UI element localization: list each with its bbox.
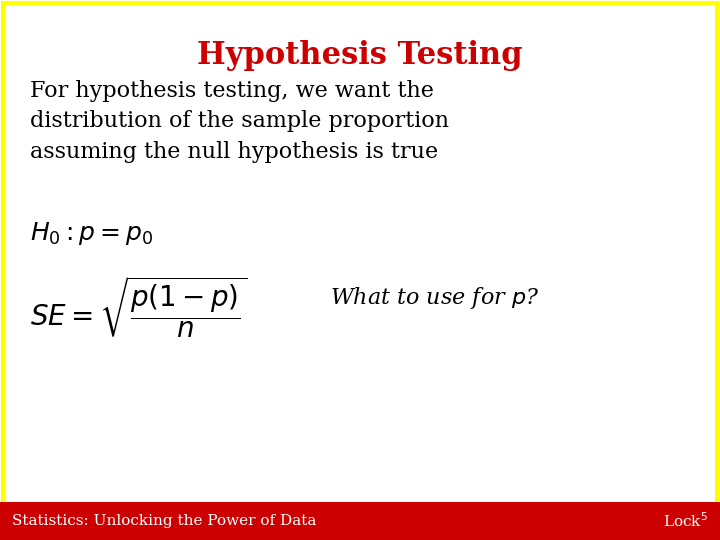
Text: What to use for $p$?: What to use for $p$? — [330, 285, 539, 311]
Text: Statistics: Unlocking the Power of Data: Statistics: Unlocking the Power of Data — [12, 514, 316, 528]
Text: Lock$^5$: Lock$^5$ — [663, 512, 708, 530]
Text: For hypothesis testing, we want the
distribution of the sample proportion
assumi: For hypothesis testing, we want the dist… — [30, 80, 449, 163]
Text: $SE = \sqrt{\dfrac{p(1-p)}{n}}$: $SE = \sqrt{\dfrac{p(1-p)}{n}}$ — [30, 275, 248, 340]
Text: $H_0 : p = p_0$: $H_0 : p = p_0$ — [30, 220, 153, 247]
Text: Hypothesis Testing: Hypothesis Testing — [197, 40, 523, 71]
Bar — [0, 502, 720, 540]
